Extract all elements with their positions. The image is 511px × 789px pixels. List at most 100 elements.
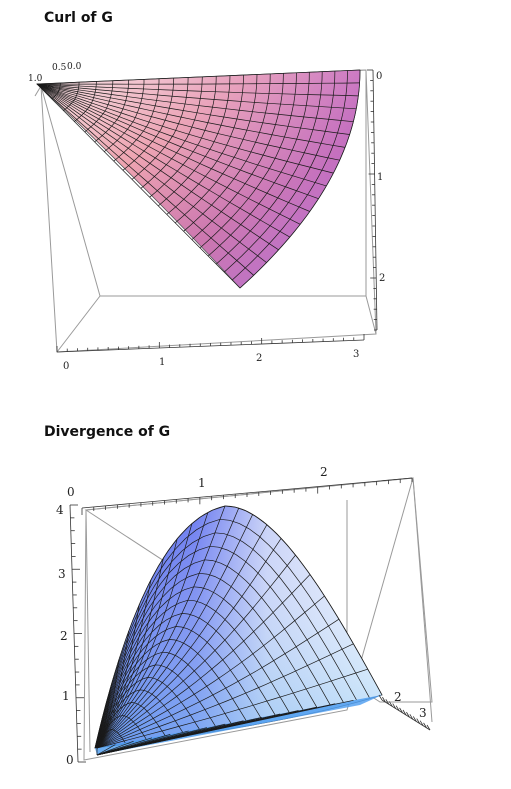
curl-mesh-ring [174,74,258,224]
curl-mesh-ray [36,69,361,85]
curl-mesh-ring [104,79,145,152]
divergence-z-tick-1: 1 [62,689,70,703]
curl-mesh-ray [36,83,350,135]
curl-chart-title: Curl of G [44,10,113,26]
divergence-plot: 1 2 0 4 3 2 1 0 2 3 [56,465,433,767]
curl-mesh-ring [223,71,336,273]
curl-mesh-ring [166,74,244,215]
curl-mesh-ray [36,83,267,263]
divergence-y-tick-2: 2 [394,690,402,704]
divergence-mesh-ray [96,538,282,749]
divergence-mesh-ring [96,729,126,749]
divergence-x-tick-2: 2 [320,465,328,479]
divergence-mesh-ring [95,639,247,749]
divergence-mesh-ray [96,618,340,749]
divergence-x-tick-1: 1 [198,476,206,490]
curl-x-tick-3: 3 [353,349,359,360]
divergence-mesh-ray [96,514,254,749]
curl-mesh-ray [36,83,310,212]
divergence-y-minor-tick [409,714,414,720]
curl-mesh-ring [140,76,203,189]
curl-mesh-ray [36,83,334,174]
curl-x-tick-1: 1 [159,357,165,368]
divergence-z-tick-3: 3 [58,567,66,581]
divergence-y-minor-tick [395,705,400,711]
curl-mesh-ray [36,83,354,123]
divergence-y-minor-tick [382,696,386,703]
divergence-mesh-ray [96,574,311,749]
divergence-mesh-ring [96,715,147,749]
divergence-mesh-ring [96,689,183,749]
divergence-y-minor-tick [412,716,417,722]
curl-mesh-ray [36,83,340,161]
divergence-y-minor-tick [385,699,390,705]
curl-mesh-ray [37,82,360,85]
divergence-mesh-strip [96,740,134,756]
curl-mesh-ring [183,73,271,232]
curl-y-axis [367,69,378,331]
curl-mesh-ring [84,80,114,133]
divergence-chart-title: Divergence of G [44,424,171,440]
divergence-mesh-ring [95,599,290,749]
curl-mesh-ring [63,82,80,111]
divergence-y-minor-tick [402,709,407,716]
divergence-mesh [94,505,383,756]
curl-mesh-ring [94,79,130,143]
divergence-mesh-ring [95,613,276,749]
curl-mesh-ring [149,76,217,198]
divergence-y-minor-tick [416,718,421,724]
curl-mesh-ring [131,77,189,180]
divergence-y-axis [378,694,431,731]
divergence-y-minor-tick [419,720,424,726]
divergence-mesh-ray [96,512,209,749]
curl-y-tick-1: 1 [377,172,383,183]
curl-x-tick-0: 0 [63,361,69,372]
divergence-mesh-ray [96,505,226,749]
curl-mesh [36,69,361,289]
divergence-y-minor-tick [378,694,383,701]
curl-mesh-ring [122,78,175,171]
divergence-mesh-ring [95,664,216,749]
divergence-mesh-ray [96,554,296,749]
curl-mesh-ring [215,71,323,265]
divergence-z-tick-4: 4 [56,503,64,517]
curl-mesh-ray [36,83,290,238]
divergence-y-minor-tick [399,707,403,714]
divergence-mesh-strip [96,699,354,756]
divergence-mesh-ray [96,643,354,749]
divergence-mesh-ray [96,595,325,749]
divergence-y-minor-tick [426,724,431,731]
curl-y-tick-2: 2 [379,273,385,284]
curl-corner-tick-2: 0.0 [67,62,82,72]
divergence-y-minor-tick [392,703,397,709]
divergence-mesh-ring [95,677,200,749]
curl-mesh-ring [207,72,310,257]
curl-mesh-ring [231,70,348,281]
divergence-y-minor-tick [388,701,393,707]
curl-mesh-ring [199,72,297,249]
divergence-mesh-ray [96,523,193,749]
divergence-y-tick-3: 3 [419,706,427,720]
curl-mesh-ring [158,75,231,207]
curl-mesh-ray [36,83,319,200]
curl-mesh-ring [191,73,284,240]
divergence-z-tick-2: 2 [60,629,68,643]
divergence-mesh-ring [96,702,166,749]
divergence-mesh-ring [94,518,370,749]
divergence-mesh-ray [96,507,240,749]
divergence-corner-tick-0: 0 [67,485,75,499]
divergence-x-axis [81,477,413,515]
curl-mesh-ray [36,83,346,148]
curl-mesh-ray [36,83,241,289]
curl-mesh-ring [239,69,361,289]
divergence-y-minor-tick [406,711,410,718]
curl-mesh-ring [74,81,97,122]
divergence-mesh-ring [94,532,357,749]
divergence-mesh-ring [95,586,304,749]
curl-mesh-ray [36,83,254,276]
divergence-mesh-ring [95,572,318,749]
curl-x-axis [56,334,365,353]
curl-mesh-ray [36,83,327,187]
curl-corner-tick-1: 0.5 [52,63,67,73]
